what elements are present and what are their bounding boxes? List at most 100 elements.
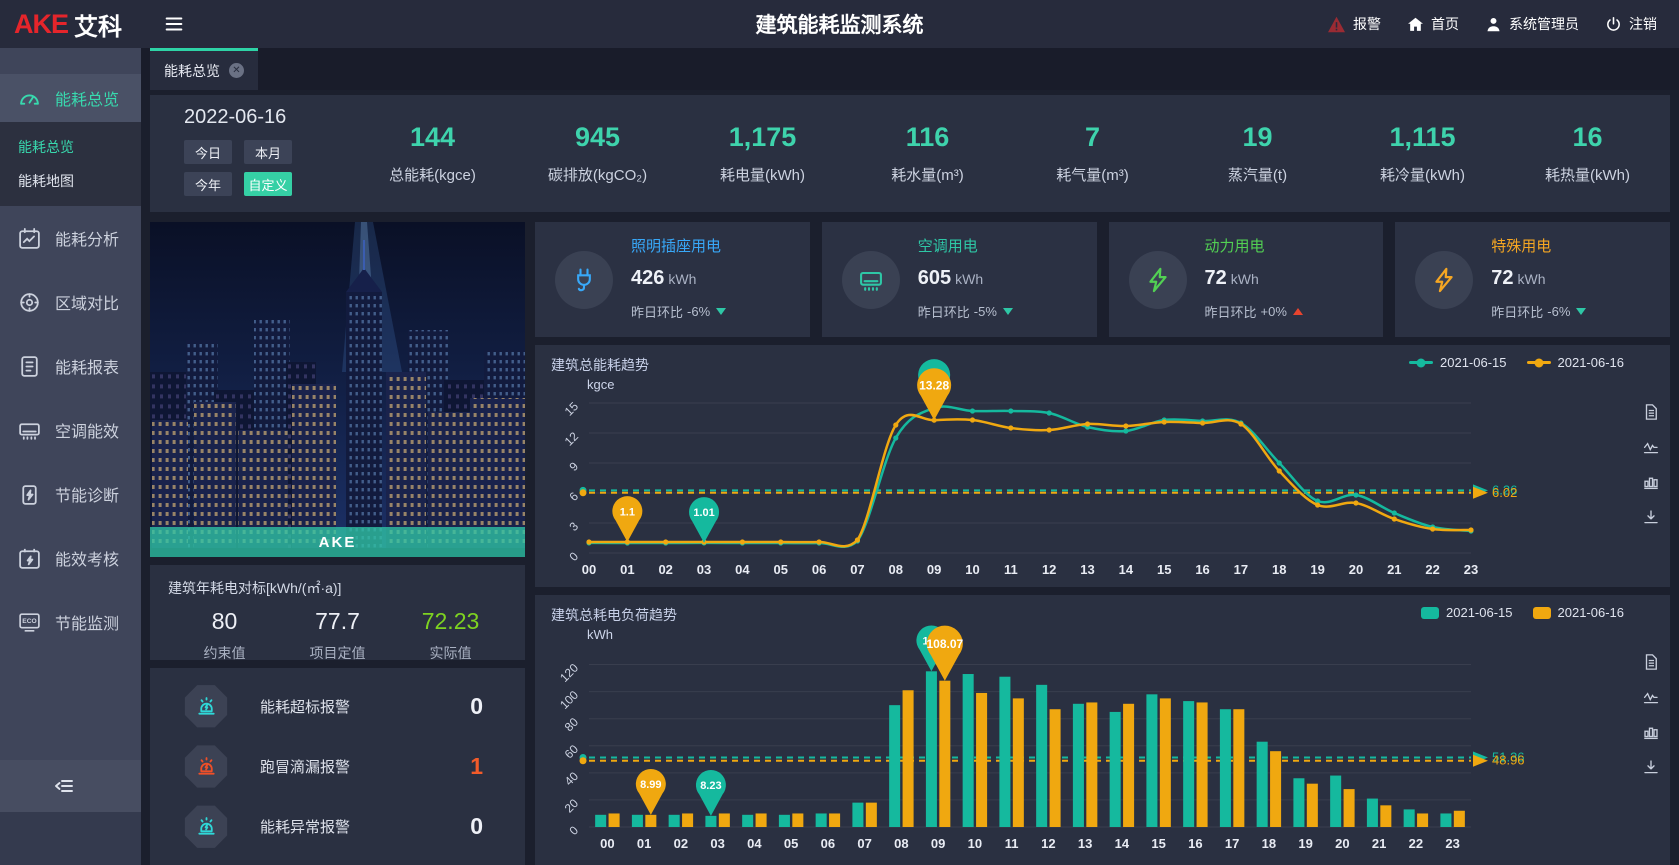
sidebar-item-hvac[interactable]: 空调能效: [0, 398, 141, 462]
range-button-year[interactable]: 今年: [184, 172, 232, 196]
svg-text:15: 15: [562, 399, 582, 419]
logout-menu-item[interactable]: 注销: [1605, 14, 1657, 34]
range-button-month[interactable]: 本月: [244, 140, 292, 164]
eco-monitor-icon: ECO: [19, 612, 40, 632]
legend-item-0616[interactable]: 2021-06-16: [1532, 605, 1624, 620]
svg-text:19: 19: [1310, 562, 1324, 577]
tab-bar: 能耗总览 ✕: [141, 48, 1679, 90]
card-special[interactable]: 特殊用电 72 kWh 昨日环比 -6%: [1395, 222, 1670, 337]
sidebar-item-analysis[interactable]: 能耗分析: [0, 206, 141, 270]
sidebar-item-compare[interactable]: 区域对比: [0, 270, 141, 334]
card-value: 72: [1204, 267, 1227, 289]
user-menu-item[interactable]: 系统管理员: [1485, 14, 1579, 34]
legend-item-0616[interactable]: 2021-06-16: [1526, 355, 1624, 370]
date-block: 2022-06-16 今日 本月 今年 自定义: [184, 106, 292, 196]
svg-text:07: 07: [850, 562, 864, 577]
alarm-row-over-limit[interactable]: 能耗超标报警 0: [150, 684, 525, 728]
bar-chart-icon[interactable]: [1642, 723, 1660, 741]
sidebar-collapse[interactable]: [0, 760, 141, 812]
sidebar-item-overview[interactable]: 能耗总览: [0, 74, 141, 122]
kpi-water: 116 耗水量(m³): [891, 122, 964, 184]
sidebar-item-assessment[interactable]: 能效考核: [0, 526, 141, 590]
sidebar-item-report[interactable]: 能耗报表: [0, 334, 141, 398]
card-lighting[interactable]: 照明插座用电 426 kWh 昨日环比 -6%: [535, 222, 810, 337]
kpi-total-energy: 144 总能耗(kgce): [389, 122, 476, 184]
svg-text:1.01: 1.01: [693, 507, 714, 519]
submenu-item-overview[interactable]: 能耗总览: [18, 139, 74, 155]
alarm-count: 0: [470, 692, 483, 719]
chart-legend: 2021-06-15 2021-06-16: [1409, 355, 1624, 370]
line-chart-icon[interactable]: [1642, 438, 1660, 456]
siren-icon: [197, 696, 215, 715]
tab-overview[interactable]: 能耗总览 ✕: [150, 48, 258, 90]
svg-text:09: 09: [927, 562, 941, 577]
alarm-row-abnormal[interactable]: 能耗异常报警 0: [150, 805, 525, 849]
legend-item-0615[interactable]: 2021-06-15: [1421, 605, 1513, 620]
benchmark-values: 80 约束值 77.7 项目定值 72.23 实际值: [168, 608, 507, 663]
load-trend-bar-chart[interactable]: 0 20 40 60 80 100 120 00 01 02 03 04 05 06 07 08 09 10 11 1…: [541, 625, 1626, 859]
download-icon[interactable]: [1642, 508, 1660, 526]
legend-item-0615[interactable]: 2021-06-15: [1409, 355, 1507, 370]
benchmark-title: 建筑年耗电对标[kWh/(㎡·a)]: [168, 580, 342, 596]
svg-text:13: 13: [1078, 836, 1092, 851]
menu-toggle-icon[interactable]: [163, 13, 185, 35]
svg-text:ECO: ECO: [22, 618, 36, 625]
benchmark-project: 77.7 项目定值: [309, 608, 366, 661]
kpi-carbon: 945 碳排放(kgCO₂): [547, 122, 648, 184]
sidebar-item-diagnosis[interactable]: 节能诊断: [0, 462, 141, 526]
svg-text:18: 18: [1272, 562, 1286, 577]
target-icon: [20, 292, 39, 312]
alarm-menu-item[interactable]: 报警: [1327, 14, 1381, 34]
range-button-custom[interactable]: 自定义: [244, 172, 292, 196]
siren-icon-badge: [184, 685, 228, 728]
tab-close-icon[interactable]: ✕: [229, 63, 244, 78]
submenu-item-map[interactable]: 能耗地图: [18, 173, 74, 189]
siren-icon: [197, 817, 215, 835]
line-chart-icon[interactable]: [1642, 688, 1660, 706]
svg-text:18: 18: [1262, 836, 1276, 851]
ac-icon: [841, 250, 900, 309]
trend-arrow-icon: [1002, 308, 1013, 315]
svg-text:02: 02: [658, 562, 672, 577]
download-icon[interactable]: [1642, 758, 1660, 776]
svg-text:1.1: 1.1: [620, 506, 635, 518]
card-power[interactable]: 动力用电 72 kWh 昨日环比 +0%: [1108, 222, 1384, 337]
svg-text:03: 03: [710, 836, 724, 851]
svg-text:22: 22: [1425, 562, 1439, 577]
alarm-row-leakage[interactable]: 跑冒滴漏报警 1: [150, 745, 525, 789]
range-button-today[interactable]: 今日: [184, 140, 232, 164]
svg-text:6.26: 6.26: [1492, 482, 1517, 497]
svg-text:10: 10: [965, 562, 979, 577]
sidebar-bottom-strip: [0, 812, 141, 865]
card-title: 动力用电: [1204, 238, 1265, 255]
y-axis-unit: kgce: [587, 377, 615, 392]
trend-arrow-icon: [716, 308, 727, 315]
card-hvac[interactable]: 空调用电 605 kWh 昨日环比 -5%: [821, 222, 1097, 337]
building-photo: AKE: [150, 222, 525, 557]
card-title: 特殊用电: [1491, 238, 1552, 255]
siren-icon: [197, 757, 215, 775]
svg-text:60: 60: [562, 742, 582, 762]
svg-text:20: 20: [1335, 836, 1349, 851]
svg-text:15: 15: [1157, 562, 1171, 577]
svg-text:00: 00: [600, 836, 614, 851]
svg-text:14: 14: [1115, 836, 1130, 851]
home-menu-item[interactable]: 首页: [1407, 14, 1459, 34]
building-photo-caption: AKE: [150, 527, 525, 557]
svg-text:01: 01: [637, 836, 651, 851]
data-view-icon[interactable]: [1642, 403, 1660, 421]
data-view-icon[interactable]: [1642, 653, 1660, 671]
svg-text:00: 00: [582, 562, 596, 577]
alarm-icon: [1328, 16, 1345, 32]
siren-icon-badge: [184, 745, 228, 788]
svg-text:6: 6: [566, 489, 581, 504]
bar-chart-icon[interactable]: [1642, 473, 1660, 491]
kpi-cooling: 1,115 耗冷量(kWh): [1380, 122, 1465, 184]
svg-text:16: 16: [1195, 562, 1209, 577]
sidebar-item-monitoring[interactable]: ECO 节能监测: [0, 590, 141, 654]
svg-text:07: 07: [857, 836, 871, 851]
logo-text-cn: 艾科: [74, 13, 123, 41]
